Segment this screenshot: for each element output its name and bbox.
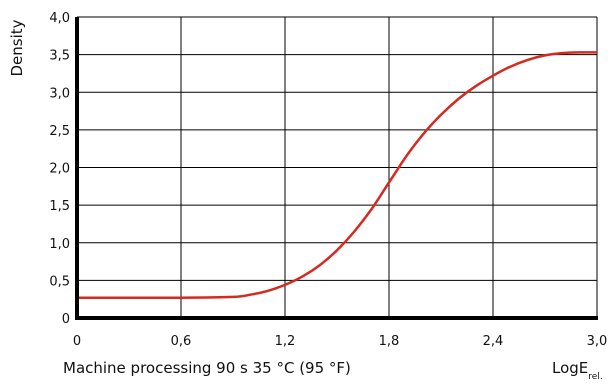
- density-curve: [76, 51, 598, 299]
- series-group: [76, 51, 598, 299]
- y-tick-label: 0,5: [49, 274, 70, 289]
- axes: [75, 17, 598, 320]
- y-tick-labels: 0 0,5 1,0 1,5 2,0 2,5 3,0 3,5 4,0: [49, 11, 70, 327]
- grid: [77, 16, 598, 318]
- y-tick-label: 0: [62, 312, 70, 327]
- x-axis-label-subscript: rel.: [588, 372, 602, 382]
- x-tick-label: 3,0: [587, 334, 608, 349]
- x-tick-label: 1,2: [275, 334, 296, 349]
- x-tick-label: 2,4: [483, 334, 504, 349]
- y-tick-label: 3,5: [49, 49, 70, 64]
- y-tick-label: 1,5: [49, 199, 70, 214]
- x-axis-label-main: LogE: [552, 359, 588, 377]
- y-axis-label: Density: [8, 19, 26, 76]
- y-tick-label: 2,0: [49, 162, 70, 177]
- y-tick-label: 3,0: [49, 86, 70, 101]
- x-tick-label: 1,8: [379, 334, 400, 349]
- y-tick-label: 4,0: [49, 11, 70, 26]
- x-tick-label: 0: [73, 334, 81, 349]
- y-tick-label: 1,0: [49, 237, 70, 252]
- x-axis-label: LogErel.: [552, 359, 603, 382]
- x-tick-label: 0,6: [171, 334, 192, 349]
- caption: Machine processing 90 s 35 °C (95 °F): [63, 359, 351, 377]
- x-tick-labels: 0 0,6 1,2 1,8 2,4 3,0: [73, 334, 607, 349]
- y-tick-label: 2,5: [49, 124, 70, 139]
